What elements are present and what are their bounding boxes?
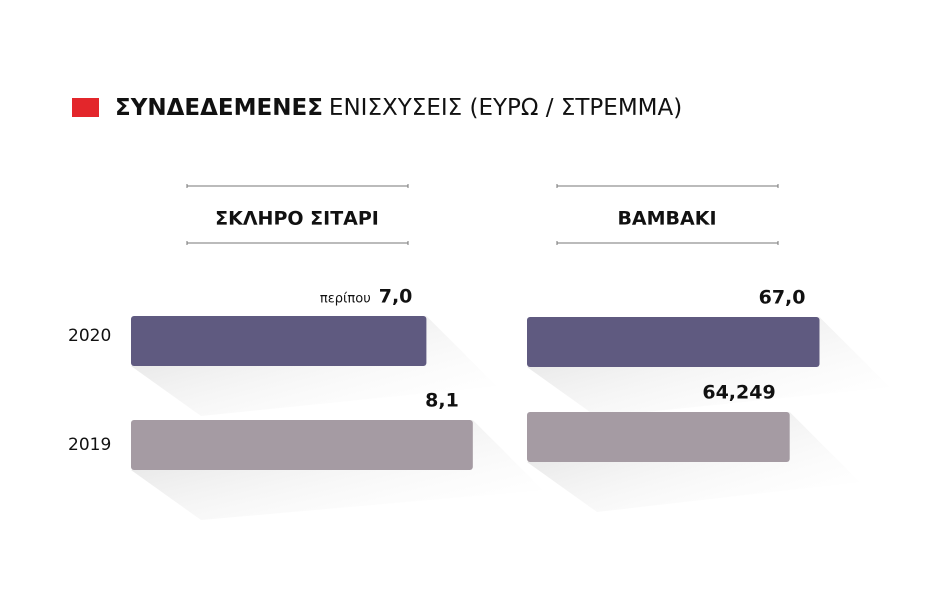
- value-label: 64,249: [702, 382, 775, 404]
- plots: ΣΚΛΗΡΟ ΣΙΤΑΡΙ 7,0 περίπου 2020 8,1 2019 ΒΑΜΒΑΚ…: [68, 184, 890, 520]
- chart-title: ΣΚΛΗΡΟ ΣΙΤΑΡΙ: [215, 208, 379, 230]
- bar: [527, 412, 790, 462]
- bar: [527, 317, 820, 367]
- value-label: 8,1: [425, 390, 459, 412]
- chart-title: ΒΑΜΒΑΚΙ: [617, 208, 716, 230]
- bar: [131, 316, 427, 366]
- page-title: ΣΥΝΔΕΔΕΜΕΝΕΣ ΕΝΙΣΧΥΣΕΙΣ (ΕΥΡΩ / ΣΤΡΕΜΜΑ): [115, 95, 682, 121]
- title-bold: ΣΥΝΔΕΔΕΜΕΝΕΣ: [115, 95, 323, 121]
- category-label: 2019: [68, 435, 111, 455]
- value-label: 7,0: [379, 286, 413, 308]
- title-marker: [72, 98, 99, 117]
- category-label: 2020: [68, 326, 111, 346]
- bar: [131, 420, 473, 470]
- title-rest: ΕΝΙΣΧΥΣΕΙΣ (ΕΥΡΩ / ΣΤΡΕΜΜΑ): [329, 95, 682, 121]
- annotation: περίπου: [320, 292, 371, 307]
- value-label: 67,0: [759, 287, 806, 309]
